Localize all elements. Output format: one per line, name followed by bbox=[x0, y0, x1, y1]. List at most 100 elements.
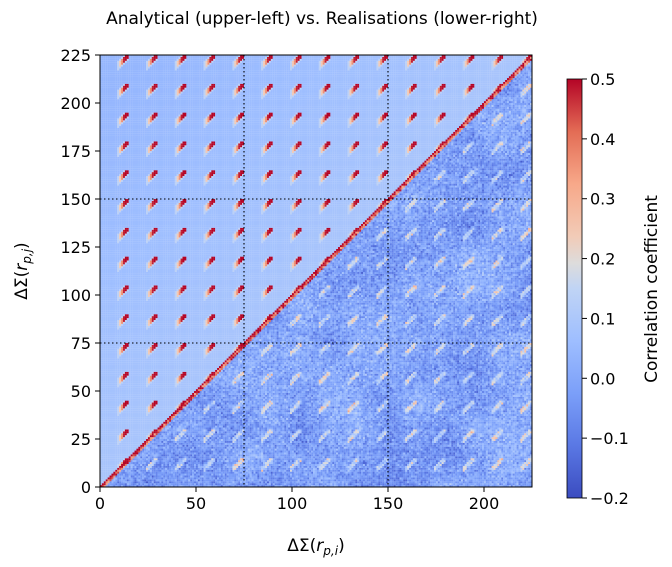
heatmap-cell bbox=[108, 241, 110, 243]
heatmap-cell bbox=[117, 107, 119, 109]
heatmap-cell bbox=[111, 464, 113, 466]
heatmap-cell bbox=[111, 226, 113, 228]
heatmap-cell bbox=[117, 297, 119, 299]
heatmap-cell bbox=[115, 82, 117, 84]
heatmap-cell bbox=[108, 379, 110, 381]
heatmap-cell bbox=[121, 149, 123, 151]
heatmap-cell bbox=[121, 395, 123, 397]
heatmap-cell bbox=[119, 372, 121, 374]
heatmap-cell bbox=[106, 270, 108, 272]
heatmap-cell bbox=[119, 65, 121, 67]
heatmap-cell bbox=[110, 426, 112, 428]
heatmap-cell bbox=[110, 174, 112, 176]
heatmap-cell bbox=[106, 360, 108, 362]
heatmap-cell bbox=[121, 134, 123, 136]
heatmap-cell bbox=[113, 303, 115, 305]
heatmap-cell bbox=[121, 151, 123, 153]
heatmap-cell bbox=[108, 287, 110, 289]
heatmap-cell bbox=[113, 218, 115, 220]
heatmap-cell bbox=[121, 427, 123, 429]
heatmap-cell bbox=[104, 379, 106, 381]
heatmap-cell bbox=[115, 295, 117, 297]
heatmap-cell bbox=[110, 59, 112, 61]
heatmap-cell bbox=[121, 176, 123, 178]
heatmap-cell bbox=[117, 360, 119, 362]
heatmap-cell bbox=[117, 253, 119, 255]
heatmap-cell bbox=[108, 210, 110, 212]
heatmap-cell bbox=[108, 305, 110, 307]
heatmap-cell bbox=[117, 351, 119, 353]
heatmap-cell bbox=[104, 383, 106, 385]
heatmap-cell bbox=[121, 324, 123, 326]
heatmap-cell bbox=[121, 408, 123, 410]
heatmap-cell bbox=[115, 72, 117, 74]
heatmap-cell bbox=[119, 174, 121, 176]
heatmap-cell bbox=[115, 312, 117, 314]
heatmap-cell bbox=[108, 128, 110, 130]
heatmap-cell bbox=[119, 187, 121, 189]
heatmap-cell bbox=[106, 170, 108, 172]
heatmap-cell bbox=[123, 372, 125, 374]
heatmap-cell bbox=[115, 429, 117, 431]
heatmap-cell bbox=[115, 166, 117, 168]
heatmap-cell bbox=[111, 74, 113, 76]
heatmap-cell bbox=[111, 347, 113, 349]
heatmap-cell bbox=[110, 199, 112, 201]
heatmap-cell bbox=[108, 212, 110, 214]
heatmap-cell bbox=[115, 399, 117, 401]
heatmap-cell bbox=[117, 251, 119, 253]
heatmap-cell bbox=[104, 232, 106, 234]
heatmap-cell bbox=[104, 303, 106, 305]
heatmap-cell bbox=[119, 107, 121, 109]
heatmap-cell bbox=[115, 449, 117, 451]
heatmap-cell bbox=[115, 333, 117, 335]
heatmap-cell bbox=[113, 289, 115, 291]
heatmap-cell bbox=[108, 378, 110, 380]
heatmap-cell bbox=[110, 187, 112, 189]
heatmap-cell bbox=[119, 282, 121, 284]
heatmap-cell bbox=[115, 364, 117, 366]
heatmap-cell bbox=[104, 70, 106, 72]
heatmap-cell bbox=[108, 91, 110, 93]
heatmap-cell bbox=[104, 297, 106, 299]
heatmap-cell bbox=[117, 212, 119, 214]
heatmap-cell bbox=[104, 274, 106, 276]
heatmap-cell bbox=[111, 477, 113, 479]
heatmap-cell bbox=[106, 324, 108, 326]
heatmap-cell bbox=[117, 276, 119, 278]
heatmap-cell bbox=[104, 228, 106, 230]
heatmap-cell bbox=[117, 285, 119, 287]
heatmap-cell bbox=[106, 426, 108, 428]
heatmap-cell bbox=[102, 111, 104, 113]
heatmap-cell bbox=[115, 270, 117, 272]
heatmap-cell bbox=[102, 262, 104, 264]
heatmap-cell bbox=[102, 345, 104, 347]
heatmap-cell bbox=[102, 80, 104, 82]
heatmap-cell bbox=[102, 293, 104, 295]
heatmap-cell bbox=[115, 109, 117, 111]
heatmap-cell bbox=[106, 155, 108, 157]
heatmap-cell bbox=[119, 235, 121, 237]
heatmap-cell bbox=[115, 431, 117, 433]
heatmap-cell bbox=[111, 308, 113, 310]
heatmap-cell bbox=[106, 416, 108, 418]
heatmap-cell bbox=[111, 370, 113, 372]
heatmap-cell bbox=[108, 358, 110, 360]
heatmap-cell bbox=[117, 452, 119, 454]
heatmap-cell bbox=[117, 468, 119, 470]
heatmap-cell bbox=[102, 397, 104, 399]
heatmap-cell bbox=[104, 191, 106, 193]
heatmap-cell bbox=[104, 149, 106, 151]
heatmap-cell bbox=[104, 472, 106, 474]
heatmap-cell bbox=[113, 174, 115, 176]
heatmap-cell bbox=[102, 412, 104, 414]
heatmap-cell bbox=[110, 86, 112, 88]
heatmap-cell bbox=[102, 285, 104, 287]
heatmap-cell bbox=[108, 416, 110, 418]
heatmap-cell bbox=[119, 116, 121, 118]
heatmap-cell bbox=[102, 199, 104, 201]
heatmap-cell bbox=[108, 207, 110, 209]
heatmap-cell bbox=[113, 362, 115, 364]
heatmap-cell bbox=[121, 447, 123, 449]
heatmap-cell bbox=[110, 113, 112, 115]
